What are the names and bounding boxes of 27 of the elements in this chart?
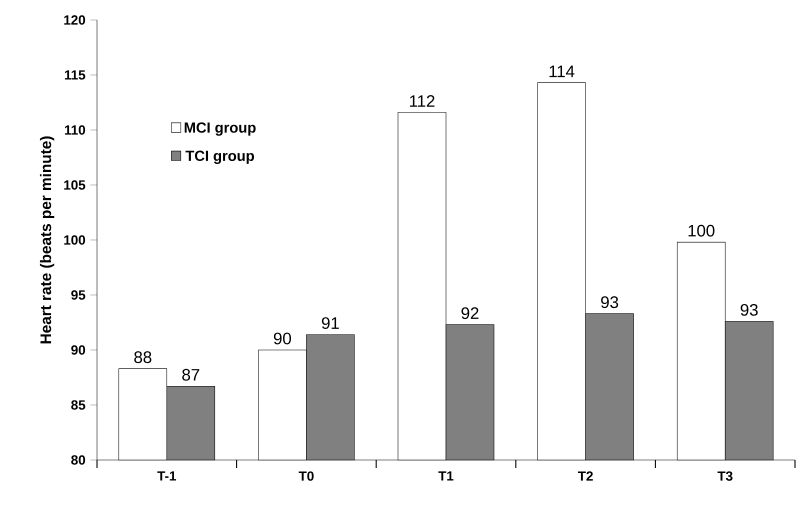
data-label: 90 [274, 332, 292, 344]
data-label: 93 [601, 296, 618, 308]
legend-label: TCI group [186, 150, 254, 164]
y-tick-label: 80 [71, 455, 86, 465]
x-tick-label: T3 [718, 471, 733, 481]
y-axis-title: Heart rate (beats per minute) [40, 136, 54, 344]
y-tick-label: 85 [71, 400, 86, 410]
x-tick-label: T0 [298, 471, 314, 481]
data-label: 93 [740, 304, 758, 316]
y-tick-label: 105 [64, 180, 86, 190]
x-tick-label: T1 [438, 471, 454, 481]
legend-label: MCI group [184, 122, 256, 136]
data-label: 112 [410, 95, 434, 107]
data-label: 91 [322, 317, 339, 329]
y-tick-label: 110 [64, 125, 86, 135]
data-label: 88 [134, 351, 152, 364]
x-tick-label: T2 [578, 471, 593, 481]
y-tick-label: 120 [64, 15, 86, 25]
x-tick-label: T-1 [157, 471, 176, 481]
y-tick-label: 115 [64, 70, 86, 80]
data-label: 87 [182, 368, 200, 381]
y-tick-label: 95 [71, 290, 86, 300]
data-label: 92 [462, 307, 478, 320]
data-label: 114 [550, 66, 574, 78]
y-tick-label: 90 [71, 345, 86, 355]
y-tick-label: 100 [64, 235, 86, 245]
data-label: 100 [688, 224, 714, 237]
